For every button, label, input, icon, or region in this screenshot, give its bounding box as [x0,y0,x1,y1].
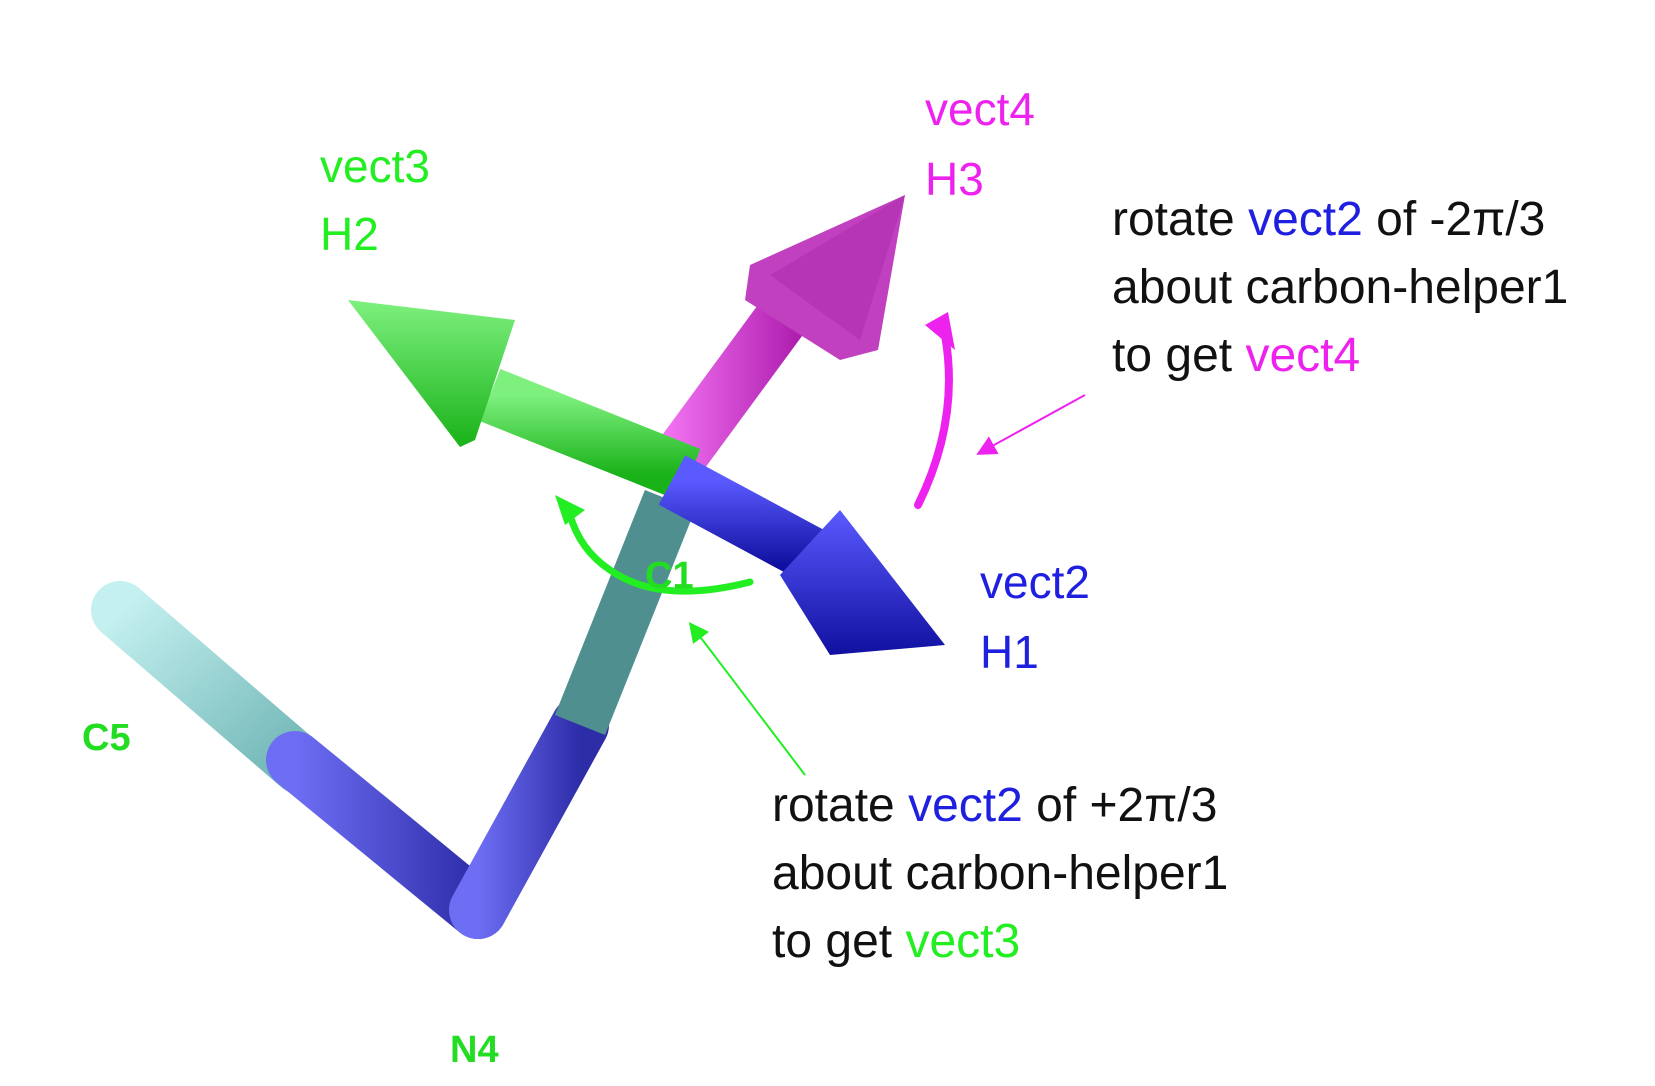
pointer-vect4-note [976,394,1086,455]
vect2-label: vect2 [980,556,1090,608]
h3-label: H3 [925,153,984,205]
pointer-vect3-note [688,622,806,776]
bond-n4-c1 [449,489,696,939]
vect3-arrow [348,300,701,501]
vect3-ref: vect3 [905,915,1021,968]
atom-label-c5: C5 [82,717,131,759]
vect4-annotation-line2: about carbon-helper1 [1112,261,1569,314]
h1-label: H1 [980,626,1039,678]
h2-label: H2 [320,208,379,260]
vect2-ref: vect2 [1248,193,1363,246]
vect4-annotation: rotate vect2 of -2π/3 about carbon-helpe… [1112,186,1568,390]
vect4-ref: vect4 [1245,329,1361,382]
vect3-annotation-line3: to get vect3 [772,915,1021,968]
vect4-label: vect4 [925,83,1035,135]
atom-label-n4: N4 [450,1029,499,1071]
vect4-annotation-line1: rotate vect2 of -2π/3 [1112,193,1546,246]
rotation-arrowhead-vect4 [925,312,955,350]
vect4-arrow [648,195,905,486]
rotation-arrowhead-vect3 [555,495,585,525]
vect3-annotation: rotate vect2 of +2π/3 about carbon-helpe… [772,772,1228,976]
vect3-annotation-line2: about carbon-helper1 [772,847,1229,900]
vect4-annotation-line3: to get vect4 [1112,329,1361,382]
vect2-ref: vect2 [908,779,1023,832]
vect3-annotation-line1: rotate vect2 of +2π/3 [772,779,1218,832]
vect3-label: vect3 [320,140,430,192]
vect2-arrow [658,455,945,655]
bond-c5-n4 [91,581,507,939]
rotation-arrow-vect3 [566,511,754,595]
rotation-arrow-vect4 [914,331,953,509]
atom-label-c1: C1 [645,555,694,597]
